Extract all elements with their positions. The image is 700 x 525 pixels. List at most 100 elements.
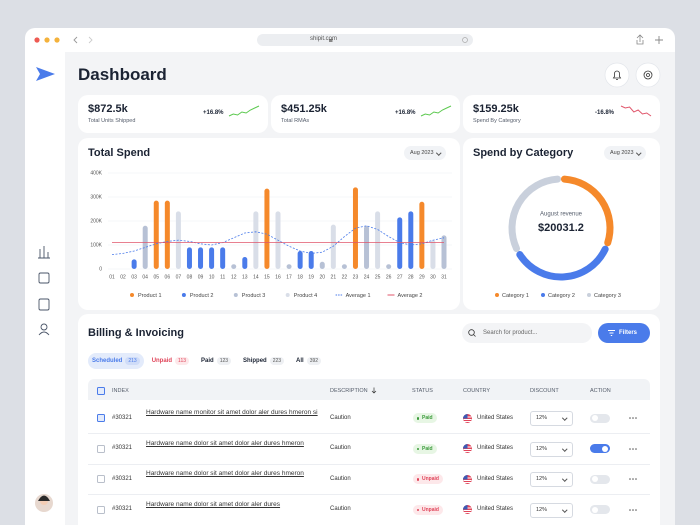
x-tick-label: 25 <box>375 274 381 280</box>
x-tick-label: 03 <box>131 274 137 280</box>
row-description[interactable]: Hardware name monitor sit amet dolor ale… <box>146 409 318 416</box>
y-tick-label: 400K <box>90 170 102 176</box>
maximize-dot[interactable] <box>54 37 60 43</box>
bar <box>308 251 314 269</box>
search-box[interactable] <box>462 323 592 343</box>
period-dropdown[interactable]: Aug 2023 <box>404 146 446 160</box>
y-tick-label: 100K <box>90 242 102 248</box>
flag-canton <box>463 505 468 510</box>
row-checkbox[interactable] <box>97 475 105 483</box>
action-toggle[interactable] <box>590 413 610 423</box>
bar <box>286 264 292 269</box>
more-button[interactable] <box>628 416 638 420</box>
filter-button[interactable] <box>598 323 650 343</box>
row-description[interactable]: Hardware name dolor sit amet dolor aler … <box>146 470 304 477</box>
column-header: ACTION <box>590 388 611 394</box>
legend-marker <box>181 293 186 297</box>
tab-bar: Scheduled 213 Unpaid 113 Paid 123 Shipped 223 Al… <box>88 353 325 369</box>
x-tick-label: 05 <box>153 274 159 280</box>
row-description[interactable]: Hardware name dolor sit amet dolor aler … <box>146 439 304 447</box>
close-dot[interactable] <box>34 37 40 43</box>
select-all-checkbox[interactable] <box>97 387 105 395</box>
y-tick-label: 0 <box>99 266 102 272</box>
url-bar[interactable] <box>257 34 473 46</box>
tab[interactable]: Paid 123 <box>197 353 235 369</box>
legend-label: Category 2 <box>548 293 575 299</box>
minimize-dot[interactable] <box>44 37 50 43</box>
share-icon[interactable] <box>636 34 644 45</box>
tab[interactable]: Unpaid 113 <box>148 353 193 369</box>
x-tick-label: 31 <box>441 274 447 280</box>
more-dot <box>632 447 634 450</box>
notification-button[interactable] <box>604 62 630 88</box>
bar <box>419 201 425 269</box>
tab-label: Scheduled <box>92 358 123 364</box>
tab[interactable]: All 392 <box>292 353 325 369</box>
more-dot <box>629 447 631 450</box>
column-header: COUNTRY <box>463 388 491 394</box>
tab[interactable]: Scheduled 213 <box>88 353 144 369</box>
kpi-change: -16.8% <box>595 110 615 116</box>
tab-count: 113 <box>175 357 190 365</box>
bar <box>220 247 226 269</box>
y-tick-label: 300K <box>90 194 102 200</box>
flag-canton <box>463 413 468 418</box>
user-icon-body <box>38 331 50 336</box>
logo[interactable] <box>36 67 55 81</box>
discount-select[interactable]: 12% <box>530 502 573 518</box>
legend-label: Product 3 <box>242 293 266 299</box>
tab-count: 213 <box>125 357 140 365</box>
more-dot <box>635 447 637 450</box>
more-button[interactable] <box>628 508 638 512</box>
column-header: DISCOUNT <box>530 388 559 394</box>
bar <box>264 188 270 269</box>
flag-icon <box>463 444 472 453</box>
settings-button[interactable] <box>635 62 661 88</box>
discount-select[interactable]: 12% <box>530 441 573 457</box>
page-title: Dashboard <box>78 65 167 84</box>
tab[interactable]: Shipped 223 <box>239 353 288 369</box>
action-toggle[interactable] <box>590 474 610 484</box>
chart-icon[interactable] <box>38 246 50 259</box>
row-checkbox[interactable] <box>97 505 105 514</box>
legend-label: Product 1 <box>138 293 162 299</box>
store-icon[interactable] <box>38 272 50 284</box>
bar <box>375 211 381 269</box>
sort-icon[interactable] <box>371 387 377 394</box>
period-dropdown[interactable]: Aug 2023 <box>604 146 646 160</box>
book-icon[interactable] <box>38 298 50 311</box>
action-toggle[interactable] <box>590 444 610 453</box>
header-actions <box>604 62 661 88</box>
bar <box>441 235 447 269</box>
row-checkbox[interactable] <box>97 444 105 453</box>
action-toggle[interactable] <box>590 505 610 514</box>
new-tab-icon[interactable] <box>655 36 663 44</box>
x-tick-label: 30 <box>430 274 436 280</box>
row-country: United States <box>477 506 514 512</box>
back-button[interactable] <box>73 36 78 44</box>
sparkline <box>620 105 652 117</box>
row-country: United States <box>477 445 514 451</box>
forward-button[interactable] <box>88 36 93 44</box>
filter-label: Filters <box>619 330 638 336</box>
flag-icon <box>463 474 472 484</box>
more-dot <box>632 478 634 480</box>
table-row <box>88 403 650 434</box>
user-icon[interactable] <box>40 323 48 331</box>
bar <box>253 211 259 269</box>
tab-label: Paid <box>201 358 214 364</box>
row-checkbox[interactable] <box>97 414 105 422</box>
row-note: Caution <box>330 506 351 512</box>
discount-select[interactable]: 12% <box>530 472 573 487</box>
x-tick-label: 13 <box>242 274 248 280</box>
discount-select[interactable]: 12% <box>530 411 573 426</box>
row-description[interactable]: Hardware name dolor sit amet dolor aler … <box>146 500 281 508</box>
bar-chart: 0 100K 200K 300K 400K 01 02 03 04 05 06 07 08 09 10 11 1… <box>90 170 452 299</box>
x-tick-label: 29 <box>419 274 425 280</box>
bar <box>198 247 204 269</box>
more-button[interactable] <box>628 477 638 481</box>
row-country: United States <box>477 475 514 482</box>
more-button[interactable] <box>628 447 638 451</box>
table-row <box>88 464 650 495</box>
reload-icon[interactable] <box>462 37 468 43</box>
